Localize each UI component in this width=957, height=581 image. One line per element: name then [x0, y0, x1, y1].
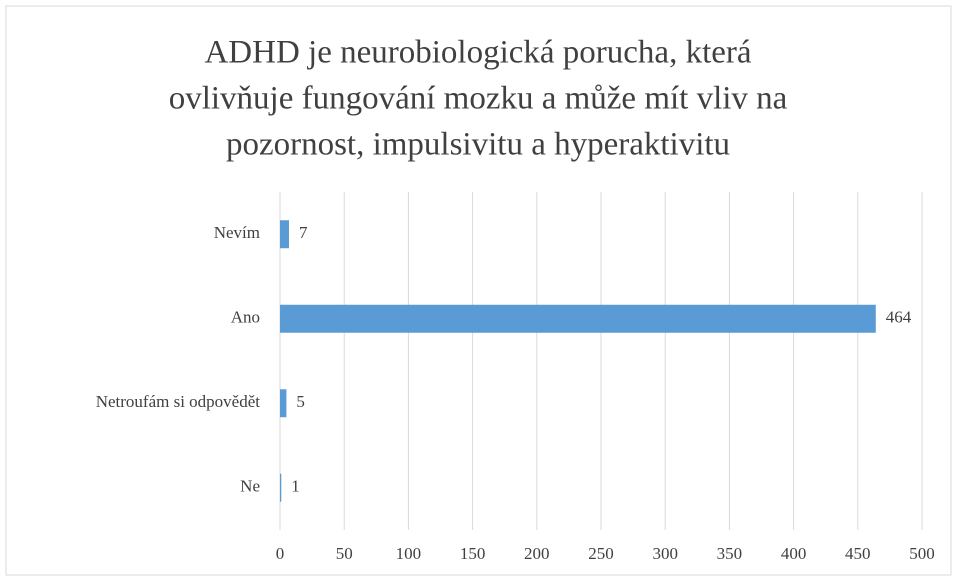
x-tick-label: 400: [781, 544, 807, 563]
x-tick-label: 300: [652, 544, 678, 563]
y-tick-label: Nevím: [214, 223, 260, 242]
chart-title: ADHD je neurobiologická porucha, která: [204, 35, 751, 71]
data-label: 5: [296, 392, 305, 411]
data-label: 1: [291, 477, 300, 496]
bar: [280, 220, 289, 249]
x-tick-label: 350: [717, 544, 743, 563]
x-tick-label: 50: [336, 544, 353, 563]
x-tick-label: 150: [460, 544, 486, 563]
y-tick-label: Ano: [231, 308, 260, 327]
chart-title: pozornost, impulsivitu a hyperaktivitu: [226, 127, 730, 163]
bar: [280, 304, 876, 333]
x-tick-label: 250: [588, 544, 614, 563]
bar: [280, 389, 287, 418]
x-tick-label: 100: [396, 544, 422, 563]
bar: [280, 473, 282, 502]
x-tick-label: 450: [845, 544, 871, 563]
y-tick-label: Netroufám si odpovědět: [96, 392, 261, 411]
x-tick-label: 0: [276, 544, 285, 563]
x-tick-label: 200: [524, 544, 550, 563]
chart-title: ovlivňuje fungování mozku a může mít vli…: [169, 81, 788, 117]
data-label: 7: [299, 223, 308, 242]
x-tick-label: 500: [909, 544, 935, 563]
data-label: 464: [886, 308, 912, 327]
y-tick-label: Ne: [240, 477, 260, 496]
